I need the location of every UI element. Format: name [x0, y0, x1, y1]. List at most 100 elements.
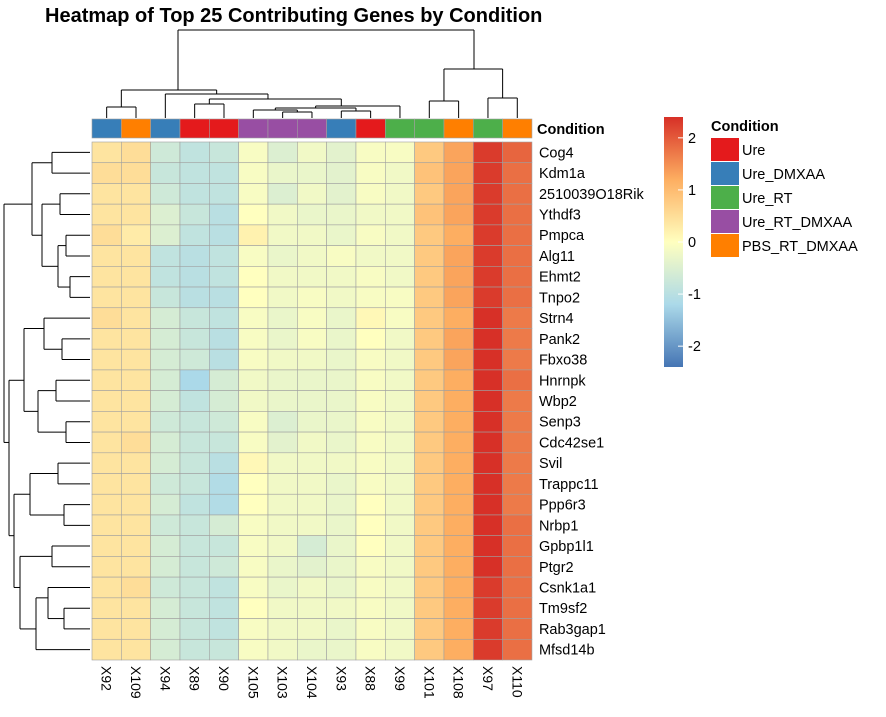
heatmap-cell — [414, 307, 445, 329]
heatmap-cell — [121, 535, 151, 557]
sample-label: X90 — [216, 666, 232, 691]
condition-annotation-bar — [91, 118, 533, 139]
heatmap-cell — [414, 493, 445, 516]
heatmap-cell — [121, 556, 151, 578]
heatmap-cell — [443, 183, 474, 205]
heatmap-cell — [472, 493, 503, 516]
annotation-cell — [502, 118, 533, 139]
gene-label: Nrbp1 — [539, 518, 579, 534]
gene-label: Csnk1a1 — [539, 580, 596, 596]
heatmap-cell — [355, 431, 386, 454]
heatmap-cell — [443, 411, 474, 433]
heatmap-cell — [384, 390, 415, 412]
gene-label: Rab3gap1 — [539, 622, 606, 638]
heatmap-cell — [121, 390, 151, 412]
heatmap-cell — [267, 162, 298, 184]
heatmap-cell — [502, 431, 533, 454]
heatmap-cell — [414, 286, 445, 309]
heatmap-cell — [355, 411, 386, 433]
condition-legend-label: Ure_RT — [742, 191, 793, 207]
heatmap-cell — [209, 576, 239, 599]
gene-label: Strn4 — [539, 311, 574, 327]
heatmap-cell — [472, 514, 503, 536]
heatmap-cell — [91, 411, 122, 433]
heatmap-cell — [414, 514, 445, 536]
heatmap-cell — [472, 307, 503, 329]
heatmap-cell — [297, 473, 327, 495]
heatmap-cell — [472, 141, 503, 164]
heatmap-cell — [179, 162, 210, 184]
heatmap-cell — [414, 162, 445, 184]
heatmap-cell — [179, 307, 210, 329]
heatmap-cell — [179, 245, 210, 267]
heatmap-cell — [91, 369, 122, 391]
heatmap-cell — [443, 514, 474, 536]
heatmap-cell — [150, 245, 181, 267]
heatmap-cell — [179, 638, 210, 661]
annotation-cell — [179, 118, 210, 139]
heatmap-cell — [121, 452, 151, 474]
sample-label: X89 — [187, 666, 203, 691]
heatmap-cell — [443, 390, 474, 412]
heatmap-cell — [267, 203, 298, 226]
heatmap-cell — [297, 162, 327, 184]
heatmap-cell — [297, 286, 327, 309]
heatmap-cell — [355, 535, 386, 557]
heatmap-cell — [91, 473, 122, 495]
sample-label: X92 — [99, 666, 115, 691]
condition-legend-swatch — [711, 234, 739, 257]
heatmap-cell — [91, 203, 122, 226]
heatmap-cell — [326, 597, 357, 619]
chart-title: Heatmap of Top 25 Contributing Genes by … — [45, 5, 542, 27]
heatmap-cell — [267, 452, 298, 474]
gene-label: Fbxo38 — [539, 353, 587, 369]
heatmap-cell — [384, 203, 415, 226]
heatmap-cell — [179, 183, 210, 205]
color-scale-bar — [664, 117, 683, 367]
heatmap-cell — [472, 245, 503, 267]
heatmap-cell — [91, 514, 122, 536]
heatmap-cell — [355, 576, 386, 599]
heatmap-cell — [267, 183, 298, 205]
heatmap-cell — [502, 473, 533, 495]
heatmap-cell — [209, 266, 239, 288]
gene-label: Mfsd14b — [539, 643, 595, 659]
annotation-cell — [414, 118, 445, 139]
heatmap-cell — [297, 203, 327, 226]
heatmap-cell — [297, 245, 327, 267]
sample-label: X88 — [363, 666, 379, 691]
heatmap-cell — [355, 245, 386, 267]
heatmap-cell — [297, 328, 327, 350]
heatmap-cell — [267, 390, 298, 412]
heatmap-cell — [150, 473, 181, 495]
color-scale-legend: 2 1 0 -1 -2 — [664, 117, 701, 367]
heatmap-cell — [238, 390, 269, 412]
heatmap-cell — [150, 286, 181, 309]
heatmap-cell — [355, 183, 386, 205]
heatmap-cell — [209, 203, 239, 226]
heatmap-cell — [297, 224, 327, 246]
heatmap-cell — [150, 493, 181, 516]
heatmap-cell — [384, 307, 415, 329]
annotation-cell — [150, 118, 181, 139]
gene-label: Cdc42se1 — [539, 435, 604, 451]
heatmap-cell — [326, 307, 357, 329]
heatmap-cell — [384, 452, 415, 474]
gene-label: Alg11 — [539, 249, 575, 265]
heatmap-cell — [384, 493, 415, 516]
annotation-cell — [297, 118, 327, 139]
heatmap-cell — [297, 535, 327, 557]
heatmap-cell — [179, 431, 210, 454]
heatmap-cell — [443, 576, 474, 599]
heatmap-cell — [91, 390, 122, 412]
heatmap-cell — [209, 638, 239, 661]
sample-label: X109 — [128, 666, 144, 699]
heatmap-cell — [472, 390, 503, 412]
heatmap-cell — [91, 162, 122, 184]
heatmap-cell — [502, 162, 533, 184]
heatmap-cell — [150, 452, 181, 474]
heatmap-cell — [209, 245, 239, 267]
heatmap-cell — [267, 493, 298, 516]
sample-label: X97 — [480, 666, 496, 691]
sample-label: X105 — [245, 666, 261, 699]
